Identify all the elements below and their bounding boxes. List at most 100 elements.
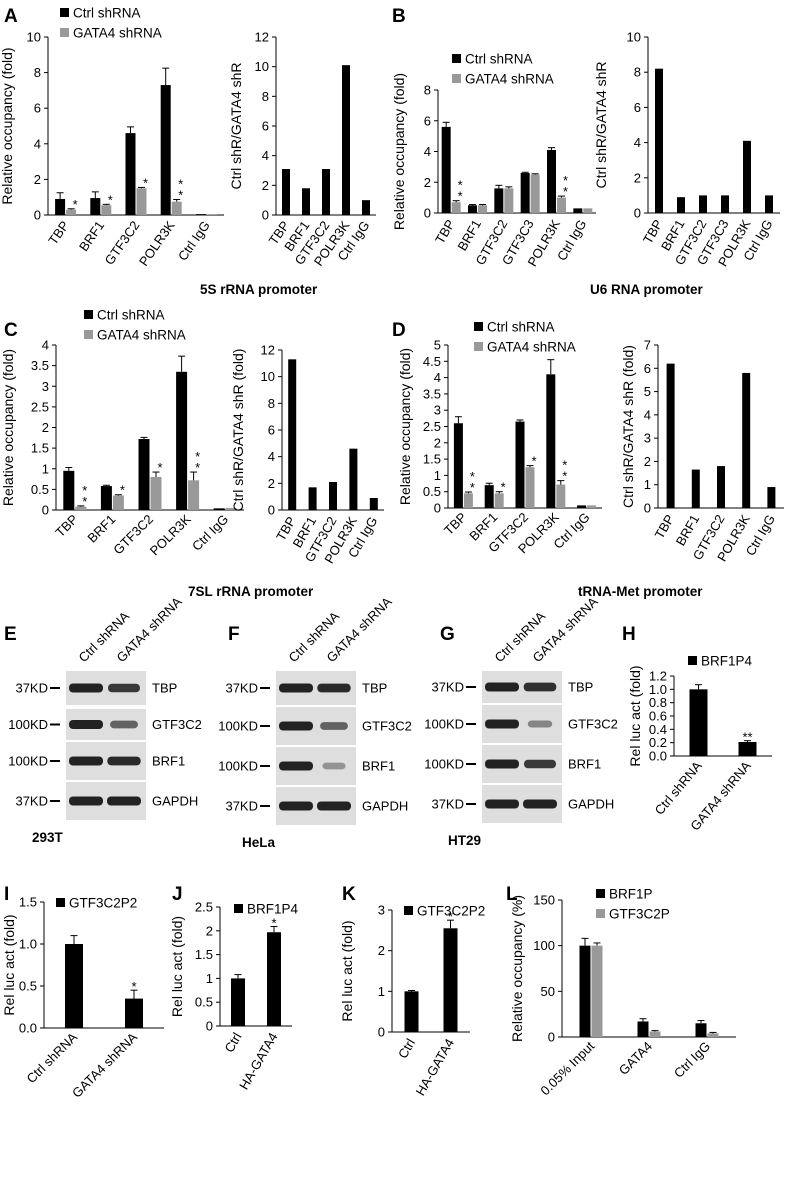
bar bbox=[591, 945, 603, 1037]
y-tick-label: 0 bbox=[644, 501, 651, 516]
significance-mark: * bbox=[195, 449, 200, 464]
cell-line-label: HT29 bbox=[448, 833, 481, 848]
bar bbox=[213, 508, 225, 510]
protein-band bbox=[108, 683, 140, 693]
size-marker-label: 100KD bbox=[424, 717, 464, 732]
y-tick-label: 2.5 bbox=[31, 399, 49, 414]
y-tick-label: 0.5 bbox=[31, 482, 49, 497]
bar bbox=[308, 487, 317, 510]
x-tick-label: POLR3K bbox=[147, 511, 194, 558]
protein-label: GTF3C2 bbox=[152, 717, 202, 732]
protein-band bbox=[485, 799, 519, 809]
bar bbox=[453, 423, 463, 508]
legend-label: GATA4 shRNA bbox=[465, 72, 554, 87]
protein-band bbox=[107, 796, 141, 806]
y-tick-label: 2 bbox=[434, 435, 441, 450]
caption-trna-met: tRNA-Met promoter bbox=[578, 584, 703, 599]
y-tick-label: 2 bbox=[634, 170, 641, 185]
y-tick-label: 10 bbox=[627, 30, 641, 45]
legend-label: GATA4 shRNA bbox=[97, 328, 186, 343]
x-tick-label: TBP bbox=[45, 218, 72, 247]
significance-mark: * bbox=[120, 483, 125, 498]
bar bbox=[677, 197, 685, 213]
protein-band bbox=[279, 801, 313, 811]
y-tick-label: 4 bbox=[644, 407, 651, 422]
bar bbox=[742, 372, 751, 508]
bar bbox=[136, 188, 147, 215]
significance-mark: * bbox=[108, 192, 113, 207]
protein-band bbox=[317, 683, 351, 693]
y-tick-label: 1.0 bbox=[19, 937, 37, 952]
legend-label: BRF1P4 bbox=[247, 902, 299, 917]
y-tick-label: 1.5 bbox=[19, 895, 37, 910]
bar bbox=[468, 205, 477, 213]
bar bbox=[125, 133, 136, 215]
protein-band bbox=[523, 799, 557, 809]
y-tick-label: 2 bbox=[424, 175, 431, 190]
panel-letter-a: A bbox=[4, 6, 18, 27]
bar bbox=[231, 978, 245, 1026]
y-tick-label: 2 bbox=[378, 943, 385, 958]
y-tick-label: 4 bbox=[268, 449, 275, 464]
protein-band bbox=[69, 683, 103, 693]
bar bbox=[138, 439, 150, 510]
legend-swatch bbox=[452, 54, 461, 63]
y-tick-label: 1 bbox=[42, 461, 49, 476]
bar bbox=[525, 467, 535, 508]
x-tick-label: Ctrl bbox=[221, 1030, 244, 1055]
bar bbox=[494, 188, 504, 213]
y-axis-title: Ctrl shR/GATA4 shR (fold) bbox=[620, 345, 636, 508]
bar bbox=[206, 214, 217, 215]
legend-swatch bbox=[234, 904, 243, 913]
panel-letter-b: B bbox=[392, 6, 406, 27]
y-tick-label: 0 bbox=[268, 503, 275, 518]
size-marker-label: 37KD bbox=[15, 794, 48, 809]
protein-band bbox=[322, 762, 346, 770]
legend-label: BRF1P bbox=[609, 887, 653, 902]
size-marker-label: 100KD bbox=[218, 719, 258, 734]
x-tick-label: Ctrl shRNA bbox=[24, 1029, 81, 1086]
legend-swatch bbox=[84, 310, 93, 319]
y-tick-label: 2 bbox=[206, 923, 213, 938]
protein-label: TBP bbox=[152, 681, 177, 696]
bar bbox=[362, 200, 370, 215]
y-tick-label: 0.2 bbox=[649, 735, 667, 750]
y-axis-title: Relative occupancy (fold) bbox=[397, 348, 413, 505]
significance-mark: * bbox=[178, 177, 183, 192]
legend-label: Ctrl shRNA bbox=[97, 308, 165, 323]
significance-mark: * bbox=[562, 458, 567, 473]
y-tick-label: 6 bbox=[644, 361, 651, 376]
protein-band bbox=[69, 756, 103, 766]
y-tick-label: 8 bbox=[268, 396, 275, 411]
chart-k-luciferase: 0 1 2 3 Rel luc act (fold) Ctrl * HA-GATA4 GTF3C… bbox=[339, 903, 485, 1099]
y-tick-label: 150 bbox=[533, 893, 555, 908]
y-axis-title: Rel luc act (fold) bbox=[1, 914, 17, 1015]
bar bbox=[478, 205, 487, 213]
protein-label: GAPDH bbox=[362, 799, 408, 814]
y-tick-label: 0.5 bbox=[195, 995, 213, 1010]
x-tick-label: GATA4 bbox=[616, 1039, 655, 1078]
bar bbox=[100, 486, 112, 510]
bar bbox=[451, 202, 461, 213]
significance-mark: * bbox=[73, 197, 78, 212]
protein-band bbox=[527, 720, 553, 728]
bar bbox=[767, 487, 776, 508]
y-tick-label: 1 bbox=[378, 984, 385, 999]
significance-mark: * bbox=[563, 184, 568, 199]
x-tick-label: POLR3K bbox=[136, 218, 178, 269]
bar bbox=[171, 201, 182, 215]
protein-band bbox=[485, 719, 519, 729]
bar bbox=[579, 945, 591, 1037]
y-tick-label: 6 bbox=[262, 119, 269, 134]
legend-label: Ctrl shRNA bbox=[465, 52, 533, 67]
legend-swatch bbox=[56, 898, 65, 907]
protein-band bbox=[69, 796, 103, 806]
legend-label: Ctrl shRNA bbox=[73, 6, 141, 21]
chart-h-luciferase: 0.00.20.40.60.81.01.2 Rel luc act (fold) C… bbox=[627, 654, 772, 833]
y-tick-label: 3 bbox=[644, 431, 651, 446]
protein-band bbox=[279, 683, 313, 693]
